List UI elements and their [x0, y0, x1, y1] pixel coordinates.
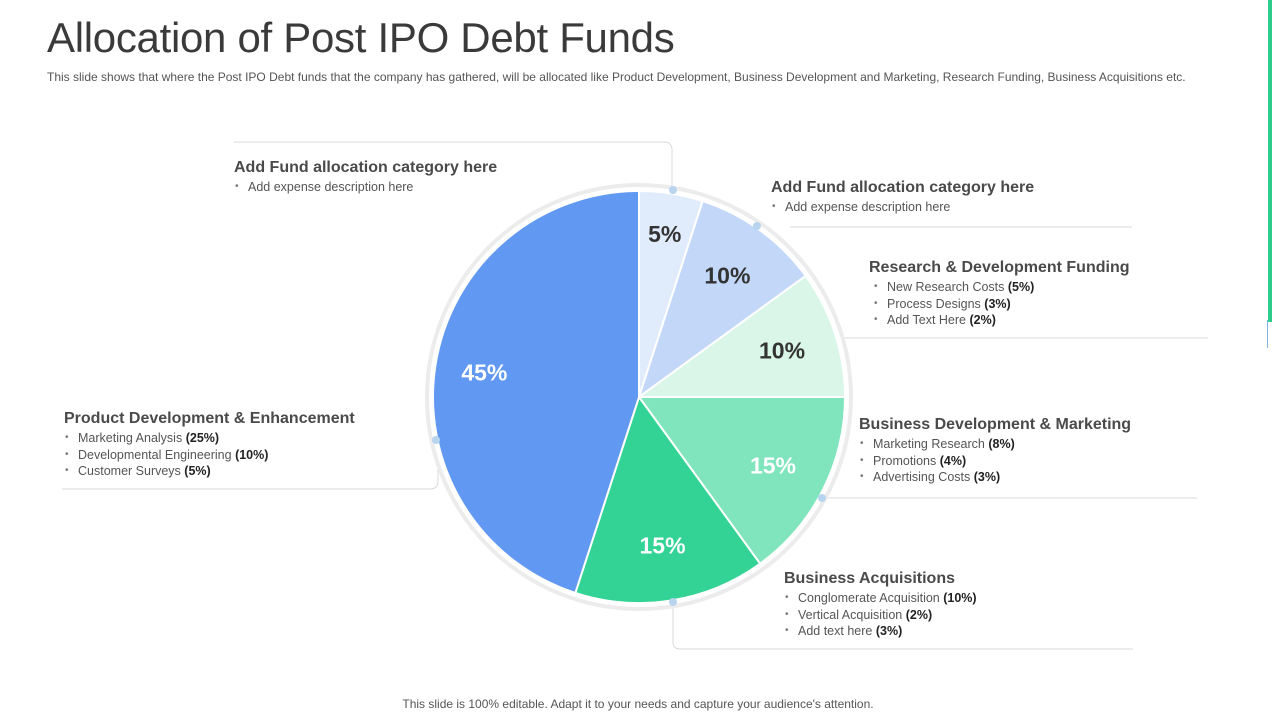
item-percent: (25%): [185, 431, 220, 445]
pie-slice: [637, 396, 847, 566]
connector-lines: [62, 141, 1208, 650]
connector-dots: [432, 186, 826, 606]
item-percent: (3%): [875, 624, 903, 639]
list-item: Marketing Research (8%): [859, 436, 1159, 453]
category-title: Add Fund allocation category here: [234, 159, 498, 176]
expense-list: Add expense description here: [771, 199, 1071, 216]
connector-dot: [818, 494, 826, 502]
page-title: Allocation of Post IPO Debt Funds: [47, 14, 675, 61]
list-item: Add expense description here: [234, 179, 534, 196]
category-block-research: Research & Development Funding New Resea…: [869, 258, 1169, 329]
list-item: Customer Surveys (5%): [64, 463, 394, 480]
pie-labels: 5% 10% 10% 15% 15% 45%: [461, 221, 805, 558]
item-percent: (5%): [184, 464, 211, 479]
pie-slice: [637, 199, 808, 400]
item-text: Promotions: [873, 453, 937, 468]
list-item: Developmental Engineering (10%): [64, 447, 394, 464]
item-text: Customer Surveys: [78, 464, 181, 479]
category-block-product: Product Development & Enhancement Market…: [64, 409, 394, 480]
slice-label: 10%: [759, 338, 805, 364]
category-title: Add Fund allocation category here: [771, 179, 1035, 196]
item-text: Add expense description here: [248, 180, 414, 194]
pie-slice: [635, 274, 847, 398]
item-percent: (10%): [943, 591, 977, 605]
connector-line: [234, 141, 673, 188]
item-percent: (2%): [969, 313, 996, 328]
item-text: Add text here: [798, 624, 873, 639]
accent-bar: [1268, 0, 1272, 322]
slice-label: 15%: [750, 452, 796, 478]
connector-dot: [432, 436, 440, 444]
item-percent: (4%): [939, 453, 967, 468]
slice-label: 5%: [648, 221, 681, 247]
list-item: Marketing Analysis (25%): [64, 430, 394, 447]
list-item: Add expense description here: [771, 199, 1071, 216]
page-subtitle: This slide shows that where the Post IPO…: [47, 70, 1186, 84]
connector-dot: [669, 186, 677, 194]
category-title: Research & Development Funding: [869, 259, 1130, 276]
item-percent: (3%): [984, 296, 1011, 311]
item-text: Add expense description here: [785, 200, 951, 214]
slice-label: 10%: [704, 262, 750, 288]
item-text: Conglomerate Acquisition: [798, 591, 940, 605]
expense-list: New Research Costs (5%) Process Designs …: [873, 279, 1169, 329]
list-item: Promotions (4%): [859, 453, 1159, 470]
category-block-top-left: Add Fund allocation category here Add ex…: [234, 158, 534, 196]
list-item: Process Designs (3%): [873, 296, 1169, 313]
item-text: New Research Costs: [887, 280, 1005, 294]
item-text: Add Text Here: [887, 313, 966, 328]
expense-list: Marketing Research (8%) Promotions (4%) …: [859, 436, 1159, 486]
slice-label: 15%: [640, 533, 686, 559]
category-title: Business Development & Marketing: [859, 416, 1132, 433]
connector-dot: [753, 222, 761, 230]
item-text: Marketing Research: [873, 437, 985, 451]
item-percent: (5%): [1007, 280, 1035, 294]
category-block-top-right: Add Fund allocation category here Add ex…: [771, 178, 1071, 216]
footer-note: This slide is 100% editable. Adapt it to…: [402, 697, 874, 711]
item-percent: (10%): [235, 447, 269, 462]
accent-tick: [1267, 320, 1268, 348]
item-percent: (8%): [988, 437, 1015, 451]
item-text: Marketing Analysis: [78, 431, 183, 445]
connector-line: [62, 440, 439, 490]
item-percent: (3%): [973, 470, 1001, 485]
list-item: Advertising Costs (3%): [859, 469, 1159, 486]
item-text: Advertising Costs: [873, 470, 971, 485]
item-percent: (2%): [905, 607, 933, 622]
list-item: Conglomerate Acquisition (10%): [784, 590, 1084, 607]
pie-slice: [432, 189, 640, 595]
expense-list: Conglomerate Acquisition (10%) Vertical …: [784, 590, 1084, 640]
category-title: Product Development & Enhancement: [64, 410, 355, 427]
list-item: New Research Costs (5%): [873, 279, 1169, 296]
list-item: Vertical Acquisition (2%): [784, 607, 1084, 624]
category-block-acquisitions: Business Acquisitions Conglomerate Acqui…: [784, 569, 1084, 640]
item-text: Vertical Acquisition: [798, 607, 903, 622]
expense-list: Add expense description here: [234, 179, 534, 196]
pie-slices: [432, 189, 847, 604]
category-title: Business Acquisitions: [784, 570, 955, 587]
item-text: Process Designs: [887, 296, 981, 311]
connector-dot: [669, 598, 677, 606]
connector-line: [672, 602, 1133, 650]
expense-list: Marketing Analysis (25%) Developmental E…: [64, 430, 394, 480]
list-item: Add Text Here (2%): [873, 312, 1169, 329]
item-text: Developmental Engineering: [78, 447, 232, 462]
category-block-business-dev: Business Development & Marketing Marketi…: [859, 415, 1159, 486]
slice-label: 45%: [461, 360, 507, 386]
list-item: Add text here (3%): [784, 623, 1084, 640]
